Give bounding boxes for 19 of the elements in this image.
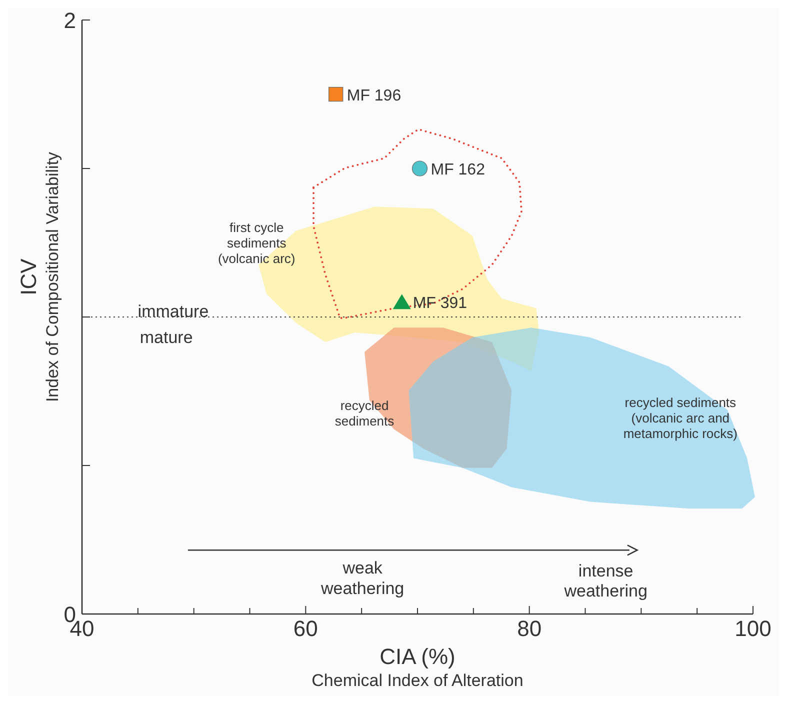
- point: [328, 86, 344, 102]
- y-axis-title: ICV Index of Compositional Variability: [16, 151, 62, 402]
- annotation: immature: [138, 302, 209, 321]
- annotation: recycled sediments (volcanic arc and metamorphic rocks): [623, 394, 738, 442]
- x-tick-label: 60: [293, 616, 318, 641]
- series-label: MF 196: [346, 87, 402, 104]
- x-tick-label: 100: [734, 616, 772, 641]
- annotation: first cycle sediments (volcanic arc): [218, 220, 296, 266]
- series-label: MF 162: [430, 162, 486, 178]
- annotation: recycled sediments: [334, 398, 395, 428]
- x-axis-title: CIA (%) Chemical Index of Alteration: [312, 644, 524, 690]
- annotation: intense weathering: [563, 561, 648, 601]
- x-tick-label: 80: [517, 616, 542, 641]
- annotation: weak weathering: [320, 558, 404, 598]
- point: [392, 294, 411, 310]
- series-label: MF 391: [412, 295, 468, 312]
- annotation: mature: [140, 328, 193, 348]
- point: [412, 160, 428, 176]
- y-tick-label: 2: [64, 8, 76, 33]
